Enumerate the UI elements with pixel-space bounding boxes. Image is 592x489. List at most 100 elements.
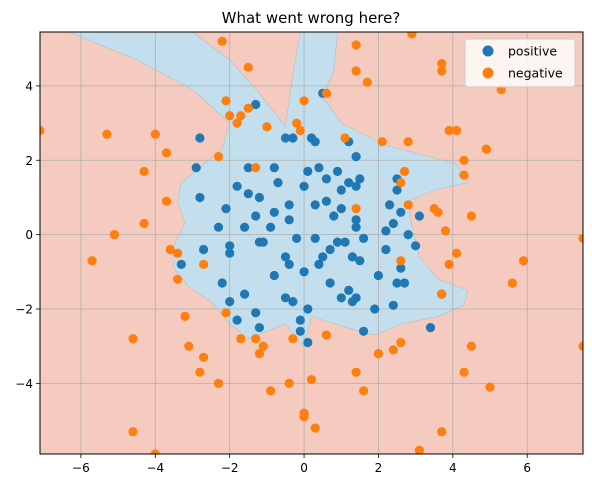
negative-point: [351, 40, 361, 50]
negative-point: [388, 345, 398, 355]
negative-point: [407, 32, 417, 39]
x-tick-label: −4: [146, 461, 164, 475]
positive-point: [336, 204, 346, 214]
negative-point: [466, 211, 476, 221]
positive-point: [243, 163, 253, 173]
positive-point: [370, 304, 380, 314]
positive-point: [284, 200, 294, 210]
positive-point: [251, 211, 261, 221]
negative-point: [184, 341, 194, 351]
positive-point: [381, 244, 391, 255]
positive-point: [332, 166, 343, 176]
negative-point: [485, 382, 495, 392]
legend-marker-positive: [482, 45, 494, 57]
positive-point: [292, 233, 302, 243]
negative-point: [351, 66, 361, 76]
plot-area: [40, 32, 583, 454]
negative-point: [225, 111, 235, 121]
negative-point: [128, 334, 138, 344]
negative-point: [507, 278, 517, 288]
x-tick-label: 0: [300, 461, 308, 475]
y-tick-label: −2: [15, 302, 33, 316]
negative-point: [377, 137, 387, 147]
positive-point: [325, 278, 335, 288]
negative-point: [396, 256, 406, 266]
negative-point: [396, 337, 406, 348]
negative-point: [139, 218, 149, 229]
negative-point: [128, 427, 138, 437]
positive-point: [392, 278, 402, 288]
negative-point: [518, 256, 529, 266]
negative-point: [295, 125, 305, 136]
positive-point: [299, 267, 309, 277]
negative-point: [451, 125, 462, 136]
y-axis: −4 −2 0 2 4: [15, 79, 40, 391]
negative-point: [251, 334, 261, 344]
negative-point: [161, 148, 172, 158]
negative-point: [262, 122, 272, 132]
negative-point: [578, 233, 583, 243]
positive-point: [288, 133, 298, 143]
negative-point: [396, 178, 406, 188]
x-tick-label: −6: [72, 461, 90, 475]
negative-point: [451, 248, 462, 258]
positive-point: [303, 166, 313, 176]
negative-point: [437, 427, 447, 437]
positive-point: [213, 222, 224, 232]
positive-point: [310, 233, 320, 243]
positive-point: [258, 237, 268, 247]
negative-point: [373, 349, 383, 359]
positive-point: [225, 241, 235, 251]
positive-point: [280, 293, 291, 303]
negative-point: [266, 386, 276, 396]
negative-point: [403, 137, 413, 147]
y-tick-label: 2: [25, 154, 33, 168]
positive-point: [318, 252, 328, 262]
positive-point: [199, 244, 209, 255]
positive-point: [373, 270, 383, 281]
negative-point: [459, 155, 469, 165]
positive-point: [388, 218, 398, 229]
positive-point: [191, 163, 201, 173]
negative-point: [288, 334, 298, 344]
negative-point: [254, 349, 264, 359]
negative-point: [251, 163, 261, 173]
positive-point: [243, 189, 253, 199]
positive-point: [340, 237, 350, 247]
positive-point: [254, 323, 264, 333]
positive-point: [351, 152, 361, 162]
positive-point: [254, 192, 264, 203]
negative-point: [359, 386, 369, 396]
negative-point: [236, 334, 246, 344]
positive-point: [336, 293, 346, 303]
positive-point: [336, 185, 346, 195]
positive-point: [325, 244, 335, 255]
negative-point: [306, 375, 317, 385]
positive-point: [232, 315, 242, 325]
negative-point: [243, 103, 253, 113]
positive-point: [303, 337, 313, 348]
positive-point: [288, 297, 298, 307]
positive-point: [195, 192, 205, 203]
y-tick-label: 0: [25, 228, 33, 242]
negative-point: [243, 62, 253, 72]
negative-point: [236, 111, 246, 121]
positive-point: [392, 185, 402, 195]
series-positive: [176, 88, 447, 348]
x-tick-label: 4: [449, 461, 457, 475]
negative-point: [199, 352, 209, 362]
positive-point: [269, 163, 279, 173]
legend-label-negative: negative: [508, 66, 563, 81]
negative-point: [232, 118, 242, 128]
positive-point: [295, 326, 305, 336]
negative-point: [481, 144, 491, 154]
negative-point: [351, 204, 361, 214]
negative-point: [351, 367, 361, 377]
negative-point: [284, 378, 294, 388]
negative-point: [299, 412, 309, 422]
x-tick-label: 2: [375, 461, 383, 475]
points-layer: [40, 32, 583, 454]
negative-point: [310, 423, 320, 433]
negative-point: [150, 129, 160, 139]
positive-point: [314, 163, 324, 173]
